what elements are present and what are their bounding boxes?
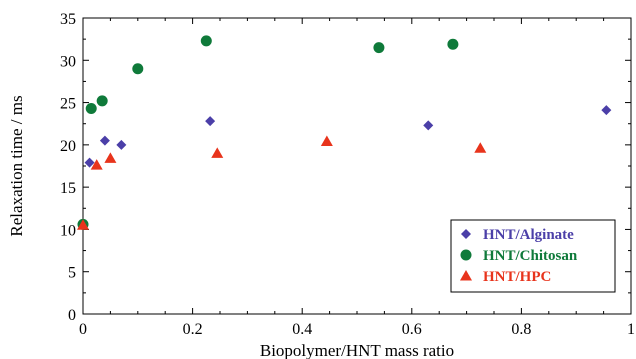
legend-box — [450, 219, 616, 293]
data-point — [423, 120, 434, 131]
plot-frame — [82, 17, 632, 315]
x-axis-label: Biopolymer/HNT mass ratio — [260, 341, 454, 359]
series-hnt-hpc — [77, 135, 487, 230]
data-point — [132, 63, 144, 75]
series-hnt-alginate — [78, 105, 612, 230]
data-point — [99, 135, 110, 146]
y-tick-label: 10 — [60, 222, 76, 239]
data-point — [84, 157, 95, 168]
legend-label: HNT/HPC — [483, 269, 551, 285]
y-tick-label: 0 — [68, 307, 76, 324]
x-tick-label: 0.8 — [511, 321, 531, 338]
y-tick-label: 15 — [60, 180, 76, 197]
data-point — [447, 38, 459, 50]
y-tick-label: 20 — [60, 138, 76, 155]
data-point — [211, 147, 224, 158]
legend-marker — [460, 249, 472, 261]
y-tick-label: 5 — [68, 265, 76, 282]
legend-item: HNT/HPC — [460, 269, 551, 285]
legend-label: HNT/Alginate — [483, 227, 574, 243]
x-tick-label: 0 — [79, 321, 87, 338]
x-tick-label: 0.4 — [292, 321, 312, 338]
data-point — [90, 159, 103, 170]
data-marks — [77, 35, 612, 230]
y-tick-label: 25 — [60, 96, 76, 113]
legend-label: HNT/Chitosan — [483, 248, 578, 264]
data-point — [474, 142, 487, 153]
y-tick-label: 30 — [60, 53, 76, 70]
x-tick-label: 0.2 — [183, 321, 203, 338]
data-point — [77, 219, 89, 230]
data-point — [200, 35, 212, 47]
legend-marker — [461, 229, 471, 239]
x-tick-label: 1 — [627, 321, 635, 338]
x-tick-label: 0.6 — [402, 321, 422, 338]
data-point — [116, 139, 127, 150]
series-hnt-chitosan — [77, 35, 459, 230]
data-point — [601, 105, 612, 116]
data-point — [205, 116, 216, 127]
data-point — [85, 102, 97, 114]
legend-marker — [460, 270, 472, 281]
legend: HNT/Alginate HNT/Chitosan HNT/HPC — [450, 219, 616, 293]
legend-item: HNT/Alginate — [461, 227, 574, 243]
data-point — [104, 152, 117, 163]
data-point — [320, 135, 333, 146]
data-point — [96, 95, 108, 107]
legend-item: HNT/Chitosan — [460, 248, 578, 264]
y-axis-label: Relaxation time / ms — [7, 95, 26, 236]
data-point — [373, 42, 385, 54]
y-tick-label: 35 — [60, 11, 76, 28]
